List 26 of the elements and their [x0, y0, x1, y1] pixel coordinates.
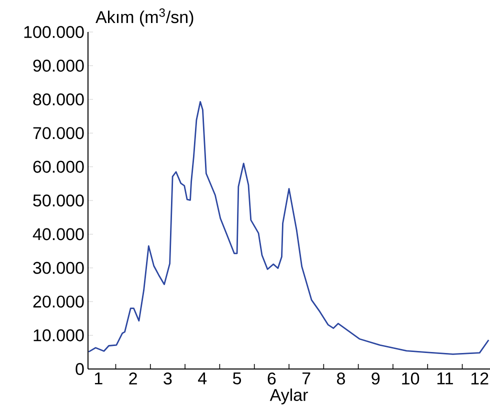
x-axis-title: Aylar	[270, 388, 308, 404]
line-series	[88, 101, 490, 355]
y-tick-label: 0	[76, 362, 84, 376]
y-tick-label: 30.000	[33, 262, 84, 274]
x-tick-label: 5	[232, 372, 242, 384]
y-tick-label: 20.000	[33, 296, 84, 308]
y-tick-label: 60.000	[33, 160, 84, 173]
y-tick-label: 50.000	[33, 194, 84, 207]
y-tick-label: 10.000	[34, 329, 84, 342]
x-tick-label: 10	[402, 372, 420, 385]
y-tick-label: 80.000	[33, 93, 84, 106]
x-tick-label: 12	[471, 372, 488, 384]
x-tick-label: 3	[164, 372, 172, 385]
x-tick-label: 7	[302, 372, 310, 384]
y-axis-title: Akım (m$^{3}$/sn)	[96, 8, 194, 26]
y-tick-label: 100.000	[24, 26, 84, 38]
x-tick-label: 4	[198, 372, 207, 384]
x-tick-label: 2	[129, 372, 137, 384]
x-tick-label: 11	[437, 372, 453, 384]
x-tick-label: 6	[268, 372, 276, 385]
y-tick-label: 90.000	[33, 60, 84, 72]
y-tick-label: 40.000	[32, 228, 84, 240]
y-tick-label: 70.000	[33, 127, 84, 140]
x-tick-label: 8	[336, 372, 345, 385]
x-tick-label: 9	[372, 372, 380, 385]
x-tick-label: 1	[94, 372, 102, 384]
